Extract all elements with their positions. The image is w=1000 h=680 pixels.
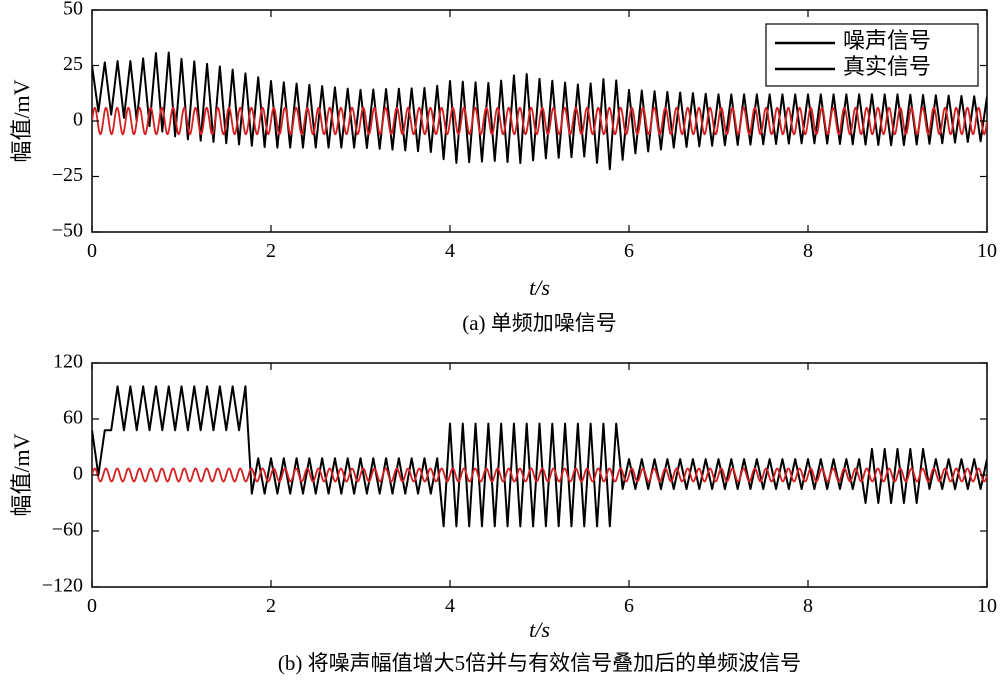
caption-b: (b) 将噪声幅值增大5倍并与有效信号叠加后的单频波信号 <box>278 651 801 675</box>
noise-signal-line-a <box>92 51 987 171</box>
legend-label-true: 真实信号 <box>843 54 931 79</box>
x-tick-label-b: 10 <box>977 595 997 617</box>
noise-signal-line-b <box>92 385 987 528</box>
x-tick-label-a: 4 <box>445 240 455 262</box>
caption-a: (a) 单频加噪信号 <box>462 311 617 335</box>
y-tick-label-b: −120 <box>42 575 83 597</box>
ticks-b: 0 2 4 6 8 10 −120 −60 0 60 120 <box>42 351 997 617</box>
x-axis-label-a: t/s <box>529 275 550 300</box>
y-tick-label-b: 60 <box>63 407 83 429</box>
x-tick-label-a: 2 <box>266 240 276 262</box>
y-tick-label-a: 0 <box>73 109 83 131</box>
x-axis-label-b: t/s <box>529 617 550 642</box>
legend-box <box>765 23 979 87</box>
y-tick-label-a: 25 <box>63 53 83 75</box>
y-tick-label-a: −25 <box>52 164 83 186</box>
panel-b: 0 2 4 6 8 10 −120 −60 0 60 120 幅值/mV t/s (b) 将噪声幅值… <box>9 351 997 675</box>
series-layer-a <box>92 51 987 171</box>
x-tick-label-b: 0 <box>87 595 97 617</box>
y-tick-label-a: −50 <box>52 220 83 242</box>
x-tick-label-b: 8 <box>803 595 813 617</box>
y-tick-label-b: −60 <box>52 519 83 541</box>
x-tick-label-a: 0 <box>87 240 97 262</box>
x-tick-label-a: 8 <box>803 240 813 262</box>
y-tick-label-a: 50 <box>63 0 83 20</box>
y-axis-label-b: 幅值/mV <box>9 433 34 516</box>
x-tick-label-b: 4 <box>445 595 455 617</box>
x-tick-label-a: 6 <box>624 240 634 262</box>
y-axis-label-a: 幅值/mV <box>9 79 34 162</box>
true-signal-line-b <box>92 467 987 483</box>
ticks-a: 0 2 4 6 8 10 −50 −25 0 25 50 <box>52 0 997 262</box>
legend-label-noise: 噪声信号 <box>843 28 931 53</box>
x-tick-label-b: 6 <box>624 595 634 617</box>
x-tick-label-b: 2 <box>266 595 276 617</box>
true-signal-line-a <box>92 106 987 136</box>
y-tick-label-b: 0 <box>73 463 83 485</box>
legend: 噪声信号 真实信号 <box>765 23 979 87</box>
x-tick-label-a: 10 <box>977 240 997 262</box>
series-layer-b <box>92 385 987 528</box>
y-tick-label-b: 120 <box>53 351 83 373</box>
